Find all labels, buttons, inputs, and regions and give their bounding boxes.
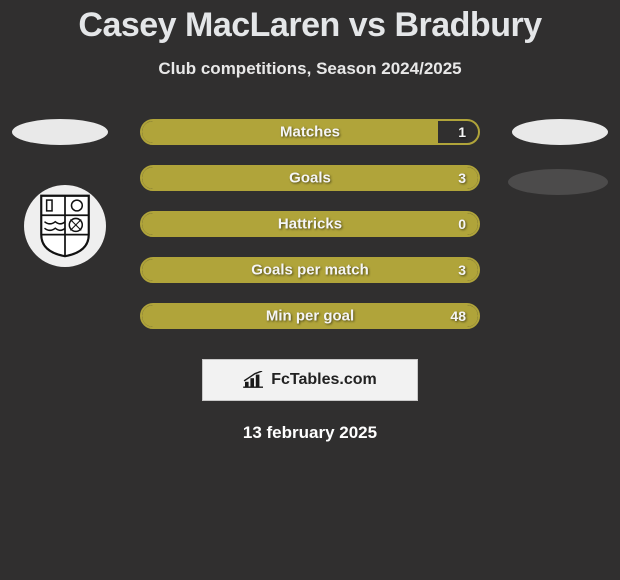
stat-bars: Matches1Goals3Hattricks0Goals per match3… (140, 119, 480, 329)
stat-bar: Hattricks0 (140, 211, 480, 237)
brand-box[interactable]: FcTables.com (202, 359, 418, 401)
stat-bar-value: 3 (458, 170, 466, 186)
page-title: Casey MacLaren vs Bradbury (0, 0, 620, 45)
stat-bar-label: Hattricks (142, 216, 478, 233)
stat-bar-value: 1 (458, 124, 466, 140)
brand-text: FcTables.com (271, 371, 377, 389)
player-left-oval (12, 119, 108, 145)
stat-bar-value: 48 (450, 308, 466, 324)
stat-bar-value: 0 (458, 216, 466, 232)
shield-icon (38, 193, 92, 259)
stat-bar: Goals3 (140, 165, 480, 191)
stat-bar-label: Goals per match (142, 262, 478, 279)
stat-bar-label: Min per goal (142, 308, 478, 325)
player-right-oval-1 (512, 119, 608, 145)
club-crest (24, 185, 106, 267)
stat-bar-value: 3 (458, 262, 466, 278)
stat-bar-label: Goals (142, 170, 478, 187)
date-text: 13 february 2025 (0, 423, 620, 443)
stat-bar-label: Matches (142, 124, 478, 141)
stat-bar: Goals per match3 (140, 257, 480, 283)
stat-bar: Min per goal48 (140, 303, 480, 329)
player-right-oval-2 (508, 169, 608, 195)
subtitle: Club competitions, Season 2024/2025 (0, 59, 620, 79)
bar-chart-icon (243, 371, 265, 389)
comparison-panel: Matches1Goals3Hattricks0Goals per match3… (0, 119, 620, 443)
stat-bar: Matches1 (140, 119, 480, 145)
